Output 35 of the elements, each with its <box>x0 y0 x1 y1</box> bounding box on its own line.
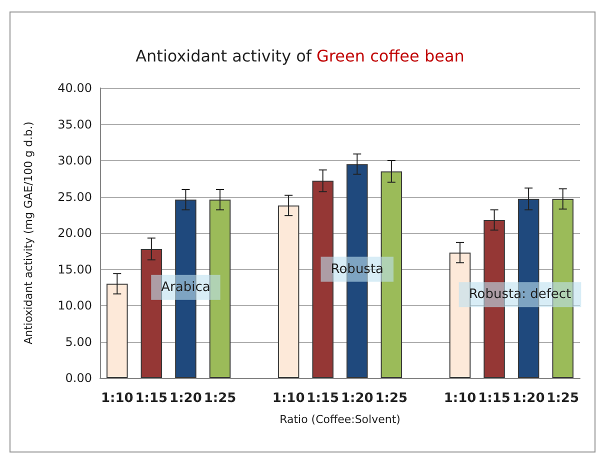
x-tick-label: 1:10 <box>100 391 134 406</box>
y-tick-label: 10.00 <box>58 298 92 312</box>
y-tick-label: 15.00 <box>58 262 92 276</box>
y-tick-label: 0.00 <box>65 371 92 385</box>
x-tick-label: 1:15 <box>135 391 168 406</box>
annotation: Arabica <box>161 280 210 295</box>
y-tick-label: 30.00 <box>58 154 92 168</box>
y-axis-title: Antioxidant activity (mg GAE/100 g d.b.) <box>22 122 35 344</box>
x-tick-label: 1:25 <box>546 391 580 406</box>
chart-title: Antioxidant activity of <box>136 46 312 66</box>
x-tick-label: 1:15 <box>306 391 340 406</box>
chart-subtitle: Green coffee bean <box>316 46 464 66</box>
y-tick-label: 35.00 <box>58 117 92 132</box>
bar <box>278 205 300 378</box>
x-tick-label: 1:25 <box>375 391 408 406</box>
bar <box>209 200 231 378</box>
bar <box>312 180 334 378</box>
x-tick-label: 1:25 <box>204 391 236 406</box>
x-tick-label: 1:20 <box>170 391 202 406</box>
y-tick-label: 5.00 <box>65 334 92 349</box>
bar <box>106 284 128 378</box>
x-axis-title: Ratio (Coffee:Solvent) <box>280 413 400 426</box>
y-tick-label: 25.00 <box>58 190 92 204</box>
annotation: Robusta <box>330 262 384 277</box>
x-tick-label: 1:20 <box>340 391 374 406</box>
x-tick-label: 1:10 <box>272 391 305 406</box>
bar <box>380 171 402 378</box>
bar <box>140 248 162 378</box>
x-tick-label: 1:15 <box>478 391 510 406</box>
bar <box>449 252 471 378</box>
y-tick-label: 40.00 <box>58 81 92 95</box>
x-tick-label: 1:10 <box>444 391 476 406</box>
y-tick-label: 20.00 <box>58 226 92 240</box>
x-tick-label: 1:20 <box>512 391 545 406</box>
annotation: Robusta: defect <box>468 287 572 302</box>
